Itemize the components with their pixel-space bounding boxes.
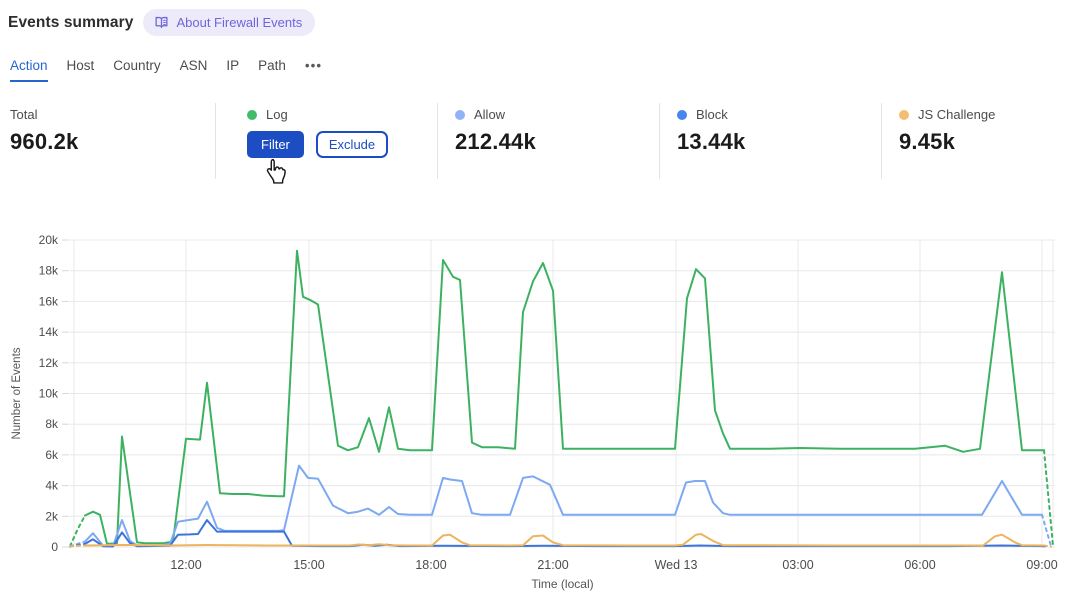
divider [881, 103, 882, 179]
y-tick-label: 12k [39, 356, 59, 370]
tab-path[interactable]: Path [258, 58, 286, 73]
series-js-challenge-tail-dash [1043, 544, 1052, 548]
x-tick-label: 21:00 [537, 558, 568, 572]
y-tick-label: 18k [39, 264, 59, 278]
y-tick-label: 10k [39, 387, 59, 401]
series-allow-tail-dash [1041, 513, 1052, 548]
exclude-button[interactable]: Exclude [315, 131, 389, 158]
y-tick-label: 8k [45, 417, 59, 431]
stat-allow-value: 212.44k [455, 129, 536, 154]
stat-log-label: Log [266, 107, 288, 122]
events-time-series-chart: 0 2k 4k 6k 8k 10k 12k 14k 16k 18k 20k 12:00 15:00 18:… [0, 230, 1068, 598]
stats-row: Total 960.2k Log Filter Exclude Allow 21… [0, 103, 1068, 185]
stat-js-challenge-value: 9.45k [899, 129, 956, 154]
js-challenge-series-dot [899, 109, 909, 120]
allow-series-dot [455, 109, 465, 120]
tab-country[interactable]: Country [113, 58, 161, 73]
y-axis-title: Number of Events [11, 347, 23, 439]
series-log-lead-dash [69, 514, 86, 548]
series-line-allow [84, 464, 1043, 548]
stat-block-label: Block [696, 107, 728, 122]
stat-total-value: 960.2k [10, 129, 79, 154]
about-firewall-events-link[interactable]: About Firewall Events [143, 9, 316, 36]
badge-label: About Firewall Events [176, 15, 303, 30]
tab-more-ellipsis[interactable]: ••• [304, 58, 323, 73]
series-log-tail-dash [1043, 449, 1054, 547]
stat-card-allow[interactable]: Allow 212.44k [455, 107, 536, 155]
x-tick-label: Wed 13 [655, 558, 698, 572]
series-line-js-challenge [84, 533, 1045, 547]
x-tick-label: 18:00 [415, 558, 446, 572]
stat-card-js-challenge[interactable]: JS Challenge 9.45k [899, 107, 995, 155]
tab-action[interactable]: Action [10, 58, 48, 82]
x-axis-title: Time (local) [531, 577, 593, 591]
y-tick-label: 4k [45, 479, 59, 493]
x-tick-label: 15:00 [293, 558, 324, 572]
y-tick-label: 6k [45, 448, 59, 462]
stat-allow-label: Allow [474, 107, 506, 122]
page-title: Events summary [8, 13, 134, 31]
y-tick-label: 20k [39, 233, 59, 247]
header: Events summary About Firewall Events [8, 9, 316, 36]
series-line-log [84, 249, 1045, 545]
stat-total: Total 960.2k [10, 107, 79, 155]
stat-total-label: Total [10, 107, 38, 122]
chart-canvas: 0 2k 4k 6k 8k 10k 12k 14k 16k 18k 20k 12:00 15:00 18:… [11, 233, 1058, 591]
filter-button[interactable]: Filter [247, 131, 304, 158]
y-tick-label: 2k [45, 509, 59, 523]
stat-block-value: 13.44k [677, 129, 746, 154]
x-tick-label: 03:00 [782, 558, 813, 572]
divider [215, 103, 216, 179]
series-js-challenge-lead-dash [69, 544, 86, 548]
stat-card-log[interactable]: Log Filter Exclude [247, 107, 389, 158]
open-book-icon [155, 16, 168, 29]
divider [659, 103, 660, 179]
y-tick-label: 14k [39, 325, 59, 339]
log-series-dot [247, 109, 257, 120]
x-tick-label: 09:00 [1026, 558, 1057, 572]
x-tick-label: 06:00 [904, 558, 935, 572]
stat-js-challenge-label: JS Challenge [918, 107, 996, 122]
tab-asn[interactable]: ASN [179, 58, 208, 73]
divider [437, 103, 438, 179]
y-tick-label: 16k [39, 294, 59, 308]
tab-ip[interactable]: IP [226, 58, 240, 73]
stat-card-block[interactable]: Block 13.44k [677, 107, 746, 155]
x-tick-label: 12:00 [170, 558, 201, 572]
tab-host[interactable]: Host [66, 58, 95, 73]
series-line-block [84, 519, 1043, 548]
block-series-dot [677, 109, 687, 120]
y-tick-label: 0 [51, 540, 58, 554]
dimension-tabs: Action Host Country ASN IP Path ••• [10, 58, 322, 82]
